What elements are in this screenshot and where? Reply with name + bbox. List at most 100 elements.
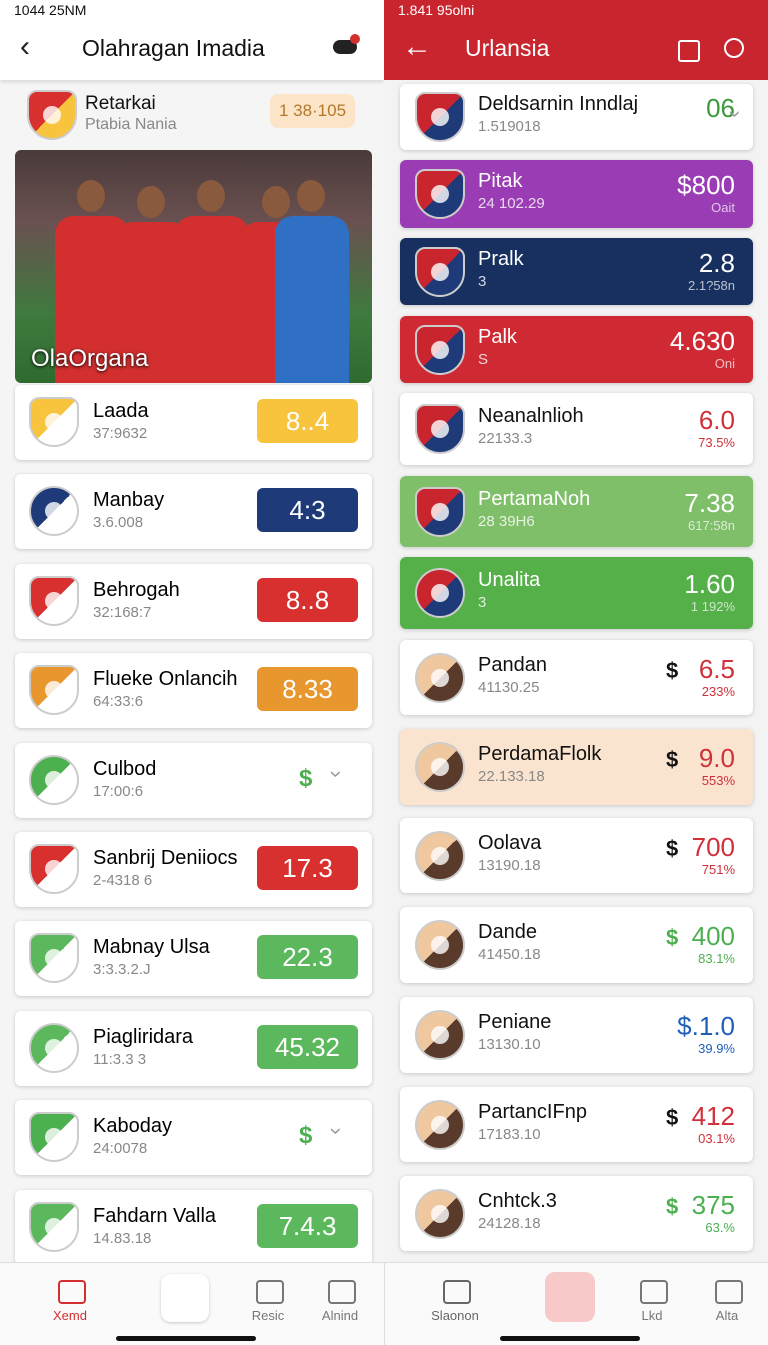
team-photo: OlaOrgana bbox=[15, 150, 372, 383]
item-name: Unalita bbox=[478, 569, 541, 591]
nav-icon[interactable] bbox=[58, 1280, 86, 1304]
item-note: 83.1% bbox=[698, 951, 735, 966]
item-sub: 17183.10 bbox=[478, 1125, 541, 1143]
back-button[interactable]: ‹ bbox=[20, 30, 30, 63]
list-card[interactable]: Behrogah 32:168:7 8..8 bbox=[15, 563, 372, 639]
list-card[interactable]: Oolava 13190.18 700 751% $ bbox=[400, 818, 753, 893]
item-sub: 3.6.008 bbox=[93, 514, 144, 532]
team-logo bbox=[27, 90, 77, 140]
currency-symbol: $ bbox=[666, 747, 679, 772]
item-name: Culbod bbox=[93, 757, 157, 780]
list-card[interactable]: Sanbrij Deniiocs 2-4318 6 17.3 bbox=[15, 832, 372, 907]
nav-icon[interactable] bbox=[328, 1280, 356, 1304]
chevron[interactable]: › bbox=[324, 1127, 350, 1135]
player-body bbox=[175, 216, 249, 383]
nav-label[interactable]: Alnind bbox=[321, 1308, 359, 1323]
list-card[interactable]: Deldsarnin Inndlaj 1.519018 06 › bbox=[400, 84, 753, 150]
item-name: Fahdarn Valla bbox=[93, 1204, 217, 1227]
search-icon[interactable] bbox=[724, 38, 744, 58]
item-value: 4.630 bbox=[669, 325, 735, 356]
item-sub: 13190.18 bbox=[478, 856, 541, 874]
item-value: 375 bbox=[691, 1189, 735, 1220]
list-card[interactable]: Fahdarn Valla 14.83.18 7.4.3 bbox=[15, 1189, 372, 1265]
list-card[interactable]: PerdamaFlolk 22.133.18 9.0 553% $ bbox=[400, 729, 753, 805]
team-logo bbox=[29, 1022, 79, 1073]
nav-label[interactable]: Alta bbox=[715, 1308, 739, 1323]
list-card[interactable]: Cnhtck.3 24128.18 375 63.% $ bbox=[400, 1176, 753, 1251]
item-sub: 32:168:7 bbox=[93, 603, 152, 621]
currency-symbol: $ bbox=[666, 657, 679, 683]
list-card[interactable]: Neanalnlioh 22133.3 6.0 73.5% bbox=[400, 393, 753, 465]
nav-label[interactable]: Xemd bbox=[53, 1308, 87, 1323]
player-head bbox=[197, 180, 225, 212]
list-card[interactable]: Unalita 3 1.60 1 192% bbox=[400, 557, 753, 629]
item-sub: 3 bbox=[478, 272, 487, 290]
list-card[interactable]: PartancIFnp 17183.10 412 03.1% $ bbox=[400, 1087, 753, 1162]
team-logo bbox=[29, 1112, 79, 1163]
home-indicator bbox=[500, 1336, 640, 1341]
logo-mark bbox=[431, 668, 449, 687]
list-card[interactable]: Culbod 17:00:6 $ › bbox=[15, 742, 372, 818]
list-card[interactable]: Mabnay Ulsa 3:3.3.2.J 22.3 bbox=[15, 921, 372, 997]
currency-symbol: $ bbox=[666, 1193, 679, 1219]
item-name: Behrogah bbox=[93, 578, 180, 601]
player-head bbox=[297, 180, 325, 212]
logo-mark bbox=[431, 1204, 449, 1223]
item-value: 06 bbox=[706, 93, 735, 123]
item-name: Peniane bbox=[478, 1011, 552, 1033]
nav-icon[interactable] bbox=[256, 1280, 284, 1304]
list-card[interactable]: Palk S 4.630 Oni bbox=[400, 316, 753, 383]
item-name: Oolava bbox=[478, 831, 542, 854]
logo-mark bbox=[45, 1217, 63, 1236]
item-badge: 45.32 bbox=[257, 1024, 358, 1069]
chevron[interactable]: › bbox=[324, 769, 350, 778]
list-card[interactable]: Pitak 24 102.29 $800 Oait bbox=[400, 160, 753, 228]
list-card[interactable]: Pandan 41130.25 6.5 233% $ bbox=[400, 640, 753, 715]
item-sub: 1.519018 bbox=[478, 118, 541, 135]
item-note: 03.1% bbox=[698, 1130, 735, 1146]
calendar-icon[interactable] bbox=[678, 40, 700, 62]
item-note: Oait bbox=[711, 200, 735, 215]
right-header bbox=[384, 0, 768, 80]
back-arrow[interactable]: ← bbox=[402, 30, 432, 63]
logo-mark bbox=[45, 681, 63, 700]
list-card[interactable]: Pralk 3 2.8 2.1?58n bbox=[400, 238, 753, 305]
item-note: 233% bbox=[701, 683, 735, 699]
logo-mark bbox=[431, 340, 449, 359]
item-badge: 7.4.3 bbox=[257, 1203, 358, 1248]
featured-badge: 1 38·105 bbox=[270, 94, 355, 128]
item-name: Pandan bbox=[478, 653, 547, 676]
featured-name: Retarkai bbox=[85, 93, 156, 114]
list-card[interactable]: Peniane 13130.10 $.1.0 39.9% bbox=[400, 997, 753, 1073]
list-card[interactable]: Kaboday 24:0078 $ › bbox=[15, 1100, 372, 1176]
item-badge: 17.3 bbox=[257, 846, 358, 890]
list-card[interactable]: Laada 37:9632 8..4 bbox=[15, 385, 372, 460]
nav-icon[interactable] bbox=[715, 1280, 743, 1304]
list-card[interactable]: PertamaNoh 28 39H6 7.38 617:58n bbox=[400, 476, 753, 547]
item-sub: 14.83.18 bbox=[93, 1229, 152, 1247]
item-sub: 22.133.18 bbox=[478, 768, 545, 785]
list-card[interactable]: Piagliridara 11:3.3 3 45.32 bbox=[15, 1010, 372, 1086]
list-card[interactable]: Manbay 3.6.008 4:3 bbox=[15, 474, 372, 550]
nav-icon[interactable] bbox=[443, 1280, 471, 1304]
player-body bbox=[275, 216, 349, 383]
chevron[interactable]: › bbox=[723, 110, 749, 118]
nav-icon[interactable] bbox=[640, 1280, 668, 1304]
logo-mark bbox=[45, 502, 63, 521]
cloud-icon[interactable] bbox=[333, 40, 357, 54]
nav-label[interactable]: Resic bbox=[251, 1308, 285, 1323]
item-badge: 4:3 bbox=[257, 488, 358, 533]
nav-label[interactable]: Slaonon bbox=[431, 1308, 479, 1323]
team-logo bbox=[415, 404, 465, 454]
item-badge: 8.33 bbox=[257, 667, 358, 712]
item-value: 700 bbox=[691, 831, 735, 862]
list-card[interactable]: Dande 41450.18 400 83.1% $ bbox=[400, 907, 753, 983]
item-note: 2.1?58n bbox=[688, 277, 735, 293]
logo-mark bbox=[45, 1128, 63, 1147]
item-name: Pitak bbox=[478, 170, 523, 192]
team-logo bbox=[29, 575, 79, 626]
item-note: 553% bbox=[701, 773, 735, 788]
list-card[interactable]: Flueke Onlancih 64:33:6 8.33 bbox=[15, 653, 372, 729]
team-logo bbox=[415, 324, 465, 375]
nav-label[interactable]: Lkd bbox=[641, 1308, 663, 1323]
